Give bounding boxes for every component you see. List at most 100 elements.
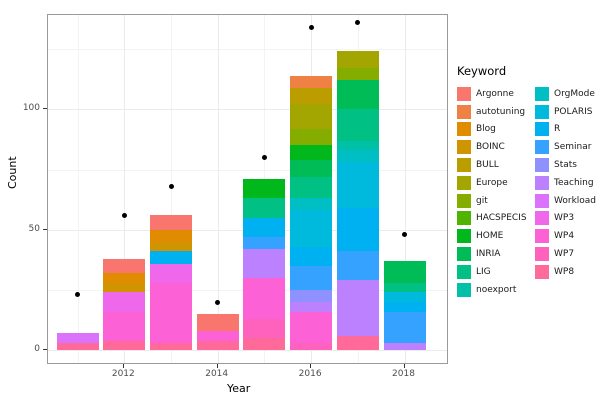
legend-item-label: noexport — [476, 284, 517, 295]
bar-segment-wp4 — [243, 277, 286, 319]
bar-segment-home — [290, 145, 333, 160]
bar-segment-polaris — [383, 292, 426, 303]
legend-swatch — [457, 229, 471, 244]
data-point-2012 — [121, 212, 127, 218]
data-point-2015 — [261, 155, 267, 160]
bar-segment-wp8 — [103, 340, 146, 351]
bar-segment-argonne — [150, 215, 192, 230]
legend-item-bull: BULL — [457, 156, 530, 174]
legend-item-label: Blog — [476, 124, 496, 135]
bar-segment-europe — [290, 104, 333, 129]
legend-item-wp7: WP7 — [535, 245, 600, 263]
legend-item-wp8: WP8 — [535, 263, 600, 281]
y-tick-mark — [43, 349, 47, 351]
legend-item-seminar: Seminar — [535, 138, 600, 156]
x-axis-title: Year — [227, 382, 251, 395]
bar-segment-teaching — [383, 343, 426, 351]
legend-column-2: OrgMode POLARIS R Seminar Stats Teaching Workl… — [535, 85, 600, 299]
legend-item-label: LIG — [476, 266, 491, 277]
bar-segment-lig — [383, 282, 426, 293]
legend-swatch — [457, 140, 471, 155]
legend-item-label: OrgMode — [554, 88, 595, 99]
legend-swatch — [535, 193, 549, 208]
legend-item-autotuning: autotuning — [457, 103, 530, 121]
bar-segment-wp3 — [103, 292, 146, 312]
gridline-x-major — [217, 15, 219, 363]
legend-swatch — [535, 122, 549, 137]
y-tick-label: 100 — [22, 103, 40, 114]
bar-segment-seminar — [290, 265, 333, 290]
x-tick-label: 2018 — [392, 369, 415, 379]
legend-item-label: HACSPECIS — [476, 213, 527, 224]
legend-swatch — [535, 86, 549, 101]
bar-segment-polaris — [290, 210, 333, 247]
legend-column-1: Argonne autotuning Blog BOINC BULL Europe git H… — [457, 85, 530, 299]
bar-segment-wp3 — [150, 263, 192, 283]
bar-segment-wp8 — [56, 343, 99, 351]
plot-panel — [47, 14, 448, 364]
legend-item-wp4: WP4 — [535, 227, 600, 245]
bar-segment-inria — [290, 159, 333, 177]
bar-segment-lig — [243, 198, 286, 218]
bar-segment-teaching — [243, 249, 286, 278]
y-tick-mark — [43, 108, 47, 110]
legend-item-label: INRIA — [476, 249, 501, 260]
bar-2012 — [103, 258, 146, 351]
legend-item-wp3: WP3 — [535, 210, 600, 228]
legend-item-workload: Workload — [535, 192, 600, 210]
x-tick-label: 2014 — [205, 369, 229, 379]
bar-segment-git — [336, 68, 379, 81]
bar-segment-boinc — [150, 241, 192, 252]
bar-segment-wp4 — [196, 331, 239, 341]
legend-item-git: git — [457, 192, 530, 210]
legend-swatch — [457, 247, 471, 262]
legend-swatch — [457, 104, 471, 119]
bar-segment-europe — [336, 51, 379, 69]
bar-segment-r — [336, 208, 379, 252]
data-point-2017 — [355, 20, 361, 26]
legend-item-orgmode: OrgMode — [535, 85, 600, 103]
gridline-x-minor — [77, 15, 79, 363]
bar-segment-teaching — [290, 302, 333, 312]
gridline-y-minor — [48, 169, 447, 171]
legend-item-label: BULL — [476, 160, 499, 171]
legend-item-label: HOME — [476, 231, 504, 242]
legend-item-label: BOINC — [476, 142, 505, 153]
legend-item-lig: LIG — [457, 263, 530, 281]
bar-segment-workload — [56, 333, 99, 344]
legend-item-label: Argonne — [476, 88, 514, 99]
legend-swatch — [457, 158, 471, 173]
bar-segment-autotuning — [290, 75, 333, 88]
bar-segment-seminar — [383, 311, 426, 344]
gridline-y-major — [48, 109, 447, 111]
data-point-2014 — [215, 299, 221, 305]
data-point-2011 — [75, 292, 81, 298]
bar-segment-wp4 — [150, 282, 192, 344]
bar-segment-git — [290, 128, 333, 146]
legend-item-label: R — [554, 124, 561, 135]
legend-swatch — [457, 193, 471, 208]
bar-segment-home — [243, 179, 286, 199]
data-point-2016 — [308, 24, 314, 30]
data-point-2018 — [402, 232, 407, 238]
legend-item-label: WP3 — [554, 213, 575, 224]
bar-segment-wp8 — [196, 340, 239, 351]
gridline-x-minor — [171, 15, 172, 363]
legend-swatch — [535, 264, 549, 279]
legend-item-inria: INRIA — [457, 245, 530, 263]
bar-segment-wp4 — [103, 311, 146, 341]
bar-segment-wp8 — [150, 343, 192, 351]
bar-segment-r — [383, 302, 426, 312]
legend-swatch — [457, 86, 471, 101]
legend-swatch — [457, 175, 471, 190]
bar-segment-r — [150, 251, 192, 264]
legend-item-label: autotuning — [476, 106, 526, 117]
y-tick-label: 50 — [28, 223, 40, 234]
bar-segment-lig — [336, 109, 379, 141]
legend-item-polaris: POLARIS — [535, 103, 600, 121]
bar-2014 — [196, 314, 239, 351]
legend-item-label: Seminar — [554, 142, 592, 153]
x-tick-mark — [403, 364, 405, 368]
bar-2013 — [150, 215, 192, 351]
data-point-2013 — [168, 183, 174, 189]
